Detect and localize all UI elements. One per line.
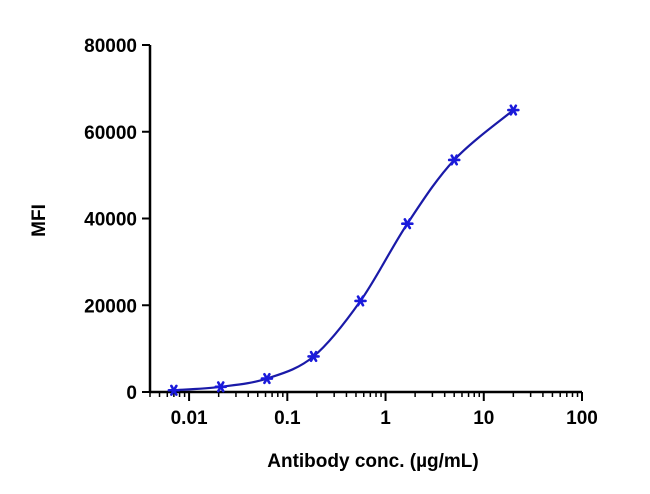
data-point [307,350,320,363]
data-point [507,104,520,116]
fit-curve [173,109,515,392]
x-tick-label: 100 [566,408,598,429]
data-point [354,295,367,307]
data-points [167,104,520,396]
data-point [214,381,228,393]
data-point [447,154,461,166]
y-axis-title: MFI [29,204,50,237]
x-tick-label: 1 [380,408,391,429]
fit-curve-layer [173,109,515,392]
x-tick-label: 0.1 [274,408,301,429]
x-axis-ticks: 0.01 0.1 1 10 100 [149,392,598,429]
y-tick-label: 20000 [84,296,137,317]
y-tick-label: 40000 [84,210,137,231]
x-tick-label: 10 [473,408,494,429]
data-point [167,384,181,396]
x-tick-label: 0.01 [171,408,208,429]
y-tick-label: 80000 [84,36,137,57]
y-tick-label: 0 [126,383,137,404]
y-axis-ticks: 0 20000 40000 60000 80000 [84,36,150,404]
data-point [401,218,414,230]
y-tick-label: 60000 [84,123,137,144]
data-point [260,372,274,385]
axes [148,45,582,394]
x-axis-title: Antibody conc. (µg/mL) [267,451,479,472]
